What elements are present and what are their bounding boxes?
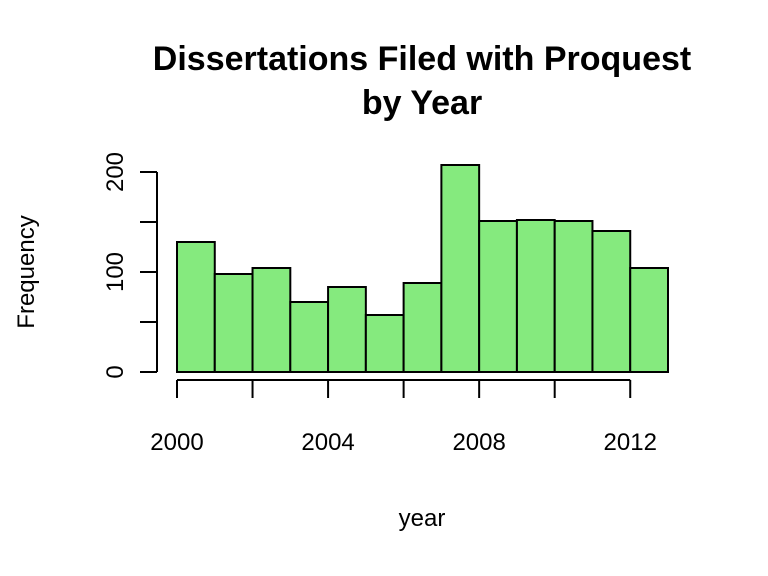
histogram-bar [629, 267, 670, 373]
histogram-bar [591, 230, 632, 373]
histogram-bar [327, 286, 367, 373]
histogram-bar [402, 282, 443, 373]
y-tick-label: 200 [102, 152, 129, 192]
x-tick-label: 2004 [301, 429, 354, 456]
x-axis: 2000 2004 2008 2012 [150, 379, 657, 456]
histogram-bar [251, 267, 292, 373]
histogram-bar [478, 220, 518, 373]
histogram-bar [440, 164, 481, 373]
histogram-bar [176, 241, 216, 373]
histogram-bar [213, 273, 254, 373]
histogram-bar [289, 301, 330, 373]
chart-title-line-1: Dissertations Filed with Proquest [153, 40, 691, 78]
histogram-bar [515, 219, 556, 373]
x-tick-label: 2000 [150, 429, 203, 456]
bars-group [176, 164, 670, 373]
x-tick-label: 2008 [452, 429, 505, 456]
chart-title-line-2: by Year [362, 84, 482, 122]
x-axis-label: year [399, 505, 446, 532]
y-axis: 0 100 200 [102, 152, 158, 379]
histogram-bar [364, 314, 405, 373]
histogram-bar [553, 220, 594, 373]
y-axis-label: Frequency [13, 215, 40, 328]
x-tick-label: 2012 [604, 429, 657, 456]
y-tick-label: 0 [102, 365, 129, 378]
y-tick-label: 100 [102, 252, 129, 292]
